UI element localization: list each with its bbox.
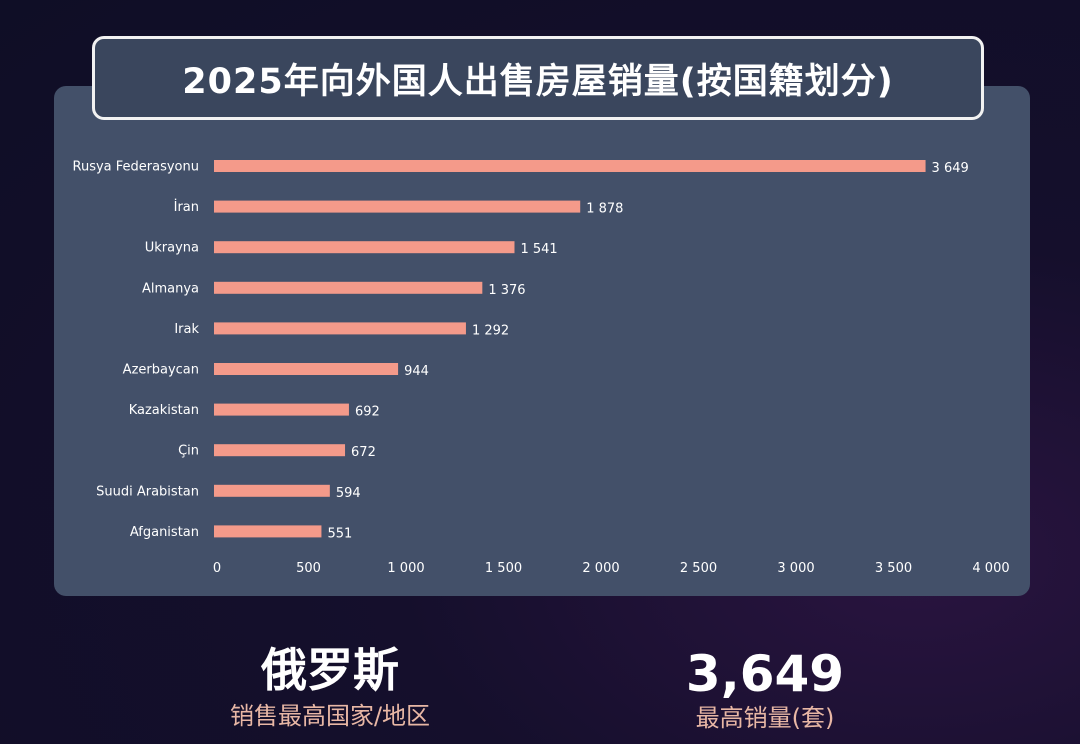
value-label: 672: [351, 445, 376, 460]
bar: [214, 363, 399, 375]
category-label: Ukrayna: [145, 241, 199, 256]
category-label: Irak: [174, 322, 199, 337]
category-label: Almanya: [142, 281, 199, 296]
value-label: 1 541: [520, 242, 557, 257]
top-sales-value: 3,649: [685, 645, 845, 703]
category-label: Azerbaycan: [123, 363, 199, 378]
bar: [214, 525, 322, 538]
x-tick-label: 1 000: [387, 561, 424, 576]
value-labels: 3 649 1 878 1 541 1 376 1 292 944 692 672 594 551: [327, 161, 968, 541]
category-label: İran: [174, 199, 199, 215]
bar: [214, 241, 515, 254]
category-label: Çin: [178, 444, 199, 459]
category-label: Afganistan: [130, 525, 199, 540]
top-sales-label: 最高销量(套): [695, 704, 835, 732]
bar: [214, 322, 466, 335]
chart-title: 2025年向外国人出售房屋销量(按国籍划分): [92, 36, 984, 120]
category-label: Rusya Federasyonu: [73, 160, 199, 175]
value-label: 594: [336, 486, 361, 501]
x-tick-label: 4 000: [972, 561, 1009, 576]
x-tick-label: 0: [213, 561, 221, 576]
x-tick-label: 500: [296, 561, 321, 576]
bars-layer: [214, 160, 926, 538]
value-label: 692: [355, 405, 380, 420]
value-label: 1 292: [472, 323, 509, 338]
x-tick-label: 2 000: [582, 561, 619, 576]
x-tick-label: 2 500: [680, 561, 717, 576]
top-sales-stat: 3,649 最高销量(套): [650, 646, 880, 734]
category-label: Kazakistan: [129, 403, 199, 418]
top-country-value: 俄罗斯: [261, 643, 399, 697]
category-labels: Rusya Federasyonu İran Ukrayna Almanya Irak A…: [73, 160, 200, 540]
bar: [214, 403, 349, 416]
value-label: 3 649: [932, 161, 969, 176]
value-label: 1 376: [488, 283, 525, 298]
top-country-stat: 俄罗斯 销售最高国家/地区: [200, 640, 460, 732]
value-label: 1 878: [586, 202, 623, 217]
bar: [214, 484, 330, 497]
x-axis: 0 500 1 000 1 500 2 000 2 500 3 000 3 500 4 000: [213, 561, 1010, 576]
bar: [214, 160, 926, 172]
value-label: 551: [327, 526, 352, 541]
bar: [214, 281, 483, 294]
x-tick-label: 1 500: [485, 561, 522, 576]
bar: [214, 200, 581, 213]
top-country-label: 销售最高国家/地区: [229, 702, 431, 730]
category-label: Suudi Arabistan: [96, 484, 199, 499]
x-tick-label: 3 000: [777, 561, 814, 576]
x-tick-label: 3 500: [875, 561, 912, 576]
bar: [214, 444, 346, 457]
value-label: 944: [404, 364, 429, 379]
